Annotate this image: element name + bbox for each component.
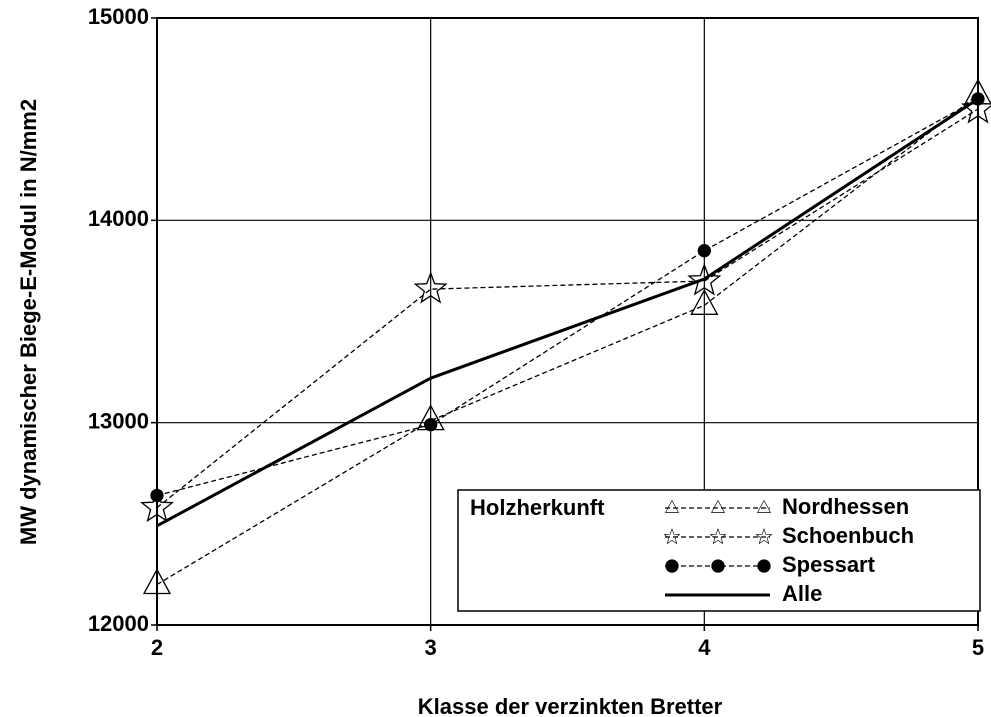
series-line <box>156 97 979 528</box>
series-line <box>156 98 979 497</box>
marker <box>697 244 711 258</box>
plot-frame <box>156 17 979 626</box>
legend-label: Nordhessen <box>782 494 909 519</box>
legend-label: Spessart <box>782 552 876 577</box>
marker <box>665 559 679 573</box>
marker <box>961 91 991 124</box>
x-tick-label: 2 <box>151 635 163 660</box>
series-line <box>156 94 979 586</box>
marker <box>710 499 726 513</box>
marker <box>413 271 448 304</box>
marker <box>663 528 681 545</box>
marker <box>687 263 722 296</box>
y-axis-label: MW dynamischer Biege-E-Modul in N/mm2 <box>16 99 41 545</box>
y-tick-label: 12000 <box>88 611 149 636</box>
marker <box>140 489 174 523</box>
marker <box>664 499 680 513</box>
marker <box>142 568 172 595</box>
marker <box>690 288 719 315</box>
x-axis-label: Klasse der verzinkten Bretter <box>418 694 723 717</box>
y-tick-label: 13000 <box>88 408 149 433</box>
marker <box>150 488 164 503</box>
legend-box <box>457 489 981 612</box>
marker <box>711 559 725 573</box>
y-tick-label: 15000 <box>88 4 149 29</box>
legend-label: Alle <box>782 581 822 606</box>
x-tick-label: 3 <box>425 635 437 660</box>
y-tick-label: 14000 <box>88 206 149 231</box>
marker <box>755 528 773 545</box>
marker <box>756 499 772 513</box>
x-tick-label: 5 <box>972 635 984 660</box>
x-tick-label: 4 <box>698 635 711 660</box>
marker <box>757 559 771 573</box>
marker <box>709 528 727 545</box>
legend-label: Schoenbuch <box>782 523 914 548</box>
series-line <box>156 108 979 509</box>
marker <box>424 418 438 432</box>
legend-title: Holzherkunft <box>470 495 605 520</box>
